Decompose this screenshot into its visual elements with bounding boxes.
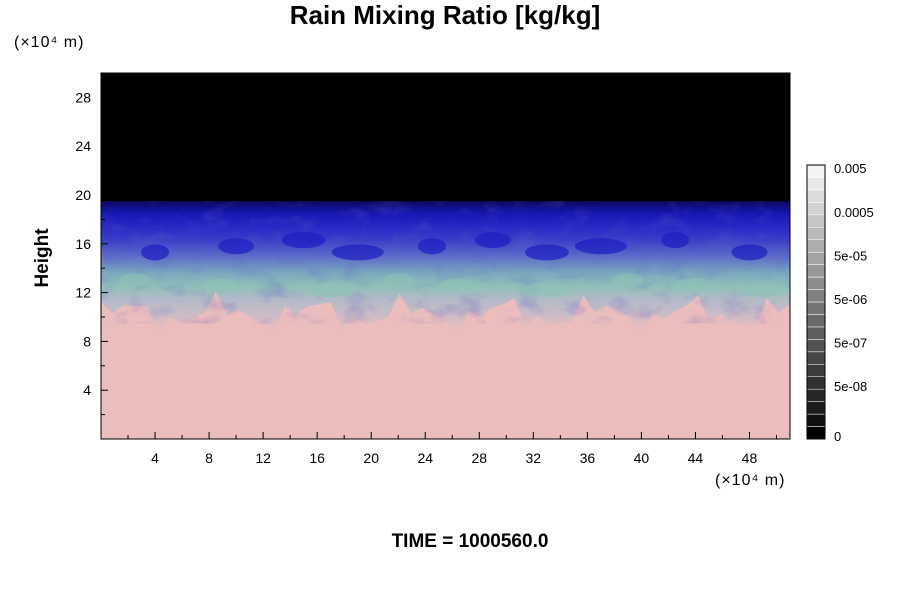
- colorbar-cell: [806, 351, 826, 365]
- convective-core: [731, 244, 768, 261]
- colorbar-frame: [806, 164, 826, 440]
- eddy: [201, 278, 244, 293]
- convective-core: [281, 232, 326, 249]
- colorbar-label: 5e-06: [834, 292, 867, 307]
- eddy: [118, 273, 151, 288]
- colorbar-cell: [806, 364, 826, 377]
- colorbar-cell: [806, 239, 826, 253]
- y-tick-label: 8: [83, 333, 91, 349]
- x-axis-unit: (×10⁴ m): [715, 472, 786, 489]
- y-tick-label: 24: [75, 138, 91, 154]
- eddy: [304, 283, 357, 298]
- dry-upper-region: [101, 73, 790, 202]
- colorbar-label: 0.0005: [834, 205, 874, 220]
- eddy: [382, 273, 415, 288]
- x-tick-label: 32: [526, 450, 542, 466]
- x-tick-label: 8: [205, 450, 213, 466]
- convective-core: [574, 238, 627, 255]
- eddy: [674, 278, 717, 293]
- x-tick-label: 36: [580, 450, 596, 466]
- convective-core: [524, 244, 569, 261]
- x-tick-label: 48: [742, 450, 758, 466]
- colorbar-cell: [806, 388, 826, 402]
- colorbar-label: 5e-08: [834, 379, 867, 394]
- colorbar-cell: [806, 214, 826, 228]
- eddy: [520, 283, 573, 298]
- colorbar-cell: [806, 401, 826, 415]
- convective-core: [331, 244, 384, 261]
- colorbar-label: 5e-07: [834, 336, 867, 351]
- colorbar-label: 0.005: [834, 161, 867, 176]
- x-tick-label: 12: [255, 450, 271, 466]
- colorbar-cell: [806, 264, 826, 278]
- x-tick-label: 4: [151, 450, 159, 466]
- eddy: [736, 283, 789, 298]
- convective-core: [661, 232, 690, 249]
- eddy: [438, 278, 481, 293]
- colorbar-cell: [806, 413, 826, 427]
- y-tick-label: 28: [75, 89, 91, 105]
- x-tick-label: 24: [417, 450, 433, 466]
- plot-frame: [100, 72, 791, 440]
- colorbar-cell: [806, 339, 826, 353]
- x-tick-label: 16: [309, 450, 325, 466]
- colorbar-cell: [806, 426, 826, 440]
- colorbar-cell: [806, 289, 826, 303]
- x-tick-label: 20: [363, 450, 379, 466]
- colorbar-cell: [806, 177, 826, 191]
- colorbar-cell: [806, 376, 826, 390]
- colorbar-cell: [806, 314, 826, 328]
- convective-core: [141, 244, 170, 261]
- convective-core: [474, 232, 511, 249]
- x-tick-label: 40: [634, 450, 650, 466]
- eddy: [611, 273, 644, 288]
- cloud-turbulence: [101, 188, 790, 324]
- colorbar-cell: [806, 251, 826, 265]
- y-tick-label: 16: [75, 236, 91, 252]
- chart-title: Rain Mixing Ratio [kg/kg]: [289, 0, 601, 30]
- colorbar-cell: [806, 189, 826, 203]
- colorbar-cell: [806, 326, 826, 340]
- colorbar-label: 5e-05: [834, 248, 867, 263]
- convective-core: [417, 238, 446, 255]
- colorbar-cell: [806, 227, 826, 240]
- y-axis-unit: (×10⁴ m): [14, 34, 85, 51]
- colorbar-cell: [806, 276, 826, 290]
- colorbar-cell: [806, 164, 826, 178]
- colorbar-label: 0: [834, 429, 841, 444]
- y-tick-label: 4: [83, 382, 91, 398]
- y-tick-label: 20: [75, 187, 91, 203]
- x-tick-label: 44: [688, 450, 704, 466]
- convective-core: [218, 238, 255, 255]
- y-tick-label: 12: [75, 285, 91, 301]
- time-label: TIME = 1000560.0: [391, 531, 549, 552]
- colorbar-cell: [806, 301, 826, 315]
- colorbar-cell: [806, 202, 826, 216]
- x-tick-label: 28: [471, 450, 487, 466]
